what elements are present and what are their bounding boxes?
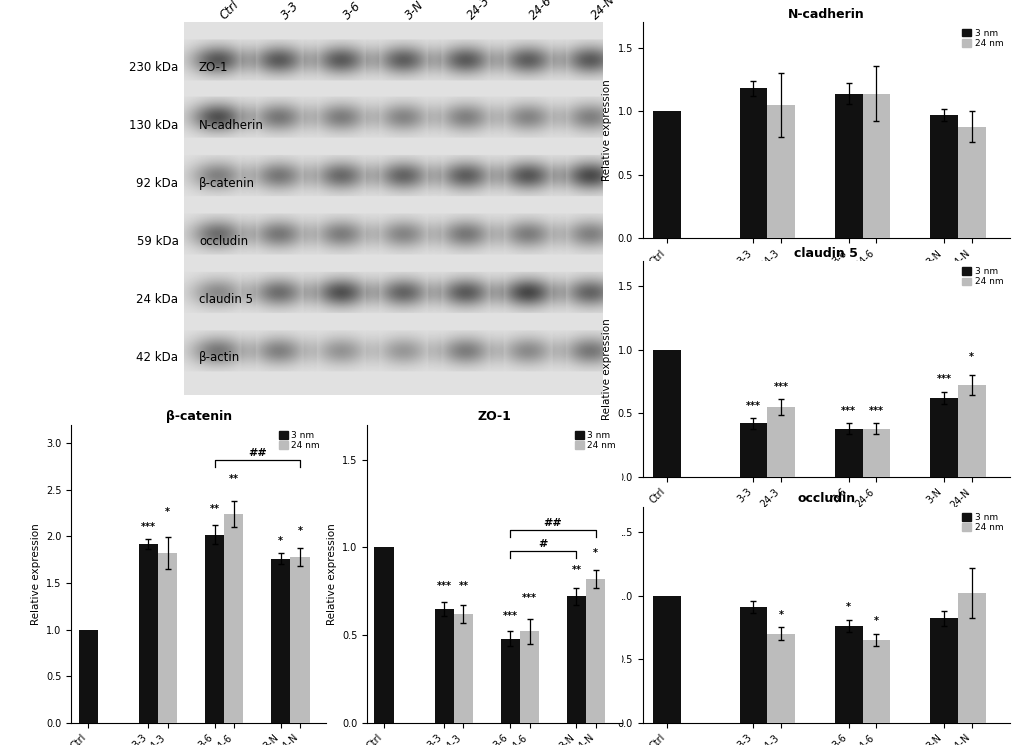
Bar <box>862 640 890 723</box>
Bar <box>139 544 158 723</box>
Text: *: * <box>593 548 598 558</box>
Text: *: * <box>298 527 303 536</box>
Text: ***: *** <box>841 406 855 416</box>
Bar <box>766 634 794 723</box>
Bar <box>862 428 890 477</box>
Text: ***: *** <box>522 594 537 603</box>
Bar <box>586 579 604 723</box>
Text: 24-3: 24-3 <box>465 0 493 22</box>
Bar <box>834 428 862 477</box>
Bar <box>567 597 586 723</box>
Legend: 3 nm, 24 nm: 3 nm, 24 nm <box>960 511 1005 534</box>
Bar <box>957 385 984 477</box>
Title: ZO-1: ZO-1 <box>477 410 512 423</box>
Text: 3-3: 3-3 <box>279 0 302 22</box>
Bar <box>739 423 766 477</box>
Text: ##: ## <box>248 448 266 457</box>
Bar <box>520 632 539 723</box>
Text: ***: *** <box>745 401 760 410</box>
Text: 230 kDa: 230 kDa <box>129 60 178 74</box>
Text: 59 kDa: 59 kDa <box>137 235 178 248</box>
Legend: 3 nm, 24 nm: 3 nm, 24 nm <box>573 429 618 452</box>
Text: **: ** <box>571 565 581 575</box>
Text: β-catenin: β-catenin <box>199 177 255 190</box>
Bar <box>374 548 393 723</box>
Text: *: * <box>165 507 170 517</box>
Bar <box>224 514 244 723</box>
Text: ***: *** <box>141 522 156 532</box>
Text: Ctrl: Ctrl <box>217 0 240 22</box>
Title: β-catenin: β-catenin <box>166 410 231 423</box>
Y-axis label: Relative expression: Relative expression <box>326 523 336 624</box>
Bar <box>862 94 890 238</box>
Legend: 3 nm, 24 nm: 3 nm, 24 nm <box>960 265 1005 288</box>
Bar <box>453 614 473 723</box>
Text: 3-N: 3-N <box>403 0 426 22</box>
Text: ***: *** <box>436 581 451 592</box>
Bar <box>500 638 520 723</box>
Text: claudin 5: claudin 5 <box>199 293 253 306</box>
Bar <box>834 626 862 723</box>
Text: ZO-1: ZO-1 <box>199 60 228 74</box>
Text: 130 kDa: 130 kDa <box>129 118 178 132</box>
Y-axis label: Relative expression: Relative expression <box>601 318 611 419</box>
Bar <box>434 609 453 723</box>
Bar <box>652 111 680 238</box>
Bar <box>929 398 957 477</box>
Text: N-cadherin: N-cadherin <box>199 118 264 132</box>
Bar <box>766 407 794 477</box>
Text: occludin: occludin <box>199 235 248 248</box>
Bar <box>929 618 957 723</box>
Text: ***: *** <box>502 611 518 621</box>
Text: **: ** <box>228 475 238 484</box>
Text: *: * <box>873 616 878 626</box>
Bar <box>739 89 766 238</box>
Bar <box>957 593 984 723</box>
Bar <box>271 559 290 723</box>
Text: 24-6: 24-6 <box>527 0 554 22</box>
Bar <box>929 115 957 238</box>
Bar <box>957 127 984 238</box>
Title: N-cadherin: N-cadherin <box>787 8 864 21</box>
Text: *: * <box>777 609 783 620</box>
Y-axis label: Relative expression: Relative expression <box>31 523 41 624</box>
Y-axis label: Relative expression: Relative expression <box>601 564 611 665</box>
Title: claudin 5: claudin 5 <box>794 247 857 259</box>
Text: ***: *** <box>772 381 788 392</box>
Text: *: * <box>968 352 973 362</box>
Text: ***: *** <box>868 406 883 416</box>
Bar <box>739 607 766 723</box>
Bar <box>652 595 680 723</box>
Text: 3-6: 3-6 <box>340 0 364 22</box>
Text: 42 kDa: 42 kDa <box>137 351 178 364</box>
Text: ***: *** <box>935 374 951 384</box>
Text: 92 kDa: 92 kDa <box>137 177 178 190</box>
Legend: 3 nm, 24 nm: 3 nm, 24 nm <box>960 27 1005 50</box>
Text: *: * <box>846 602 851 612</box>
Text: *: * <box>278 536 283 545</box>
Bar <box>766 105 794 238</box>
Bar <box>290 557 309 723</box>
Y-axis label: Relative expression: Relative expression <box>601 80 611 181</box>
Legend: 3 nm, 24 nm: 3 nm, 24 nm <box>277 429 322 452</box>
Text: **: ** <box>458 581 468 592</box>
Text: #: # <box>538 539 547 549</box>
Text: 24 kDa: 24 kDa <box>137 293 178 306</box>
Text: 24-N: 24-N <box>589 0 618 22</box>
Bar <box>652 349 680 477</box>
Text: **: ** <box>209 504 219 514</box>
Text: ##: ## <box>543 518 561 527</box>
Title: occludin: occludin <box>797 492 854 505</box>
Bar <box>78 630 98 723</box>
Bar <box>205 535 224 723</box>
Bar <box>158 553 177 723</box>
Text: β-actin: β-actin <box>199 351 239 364</box>
Bar <box>834 94 862 238</box>
